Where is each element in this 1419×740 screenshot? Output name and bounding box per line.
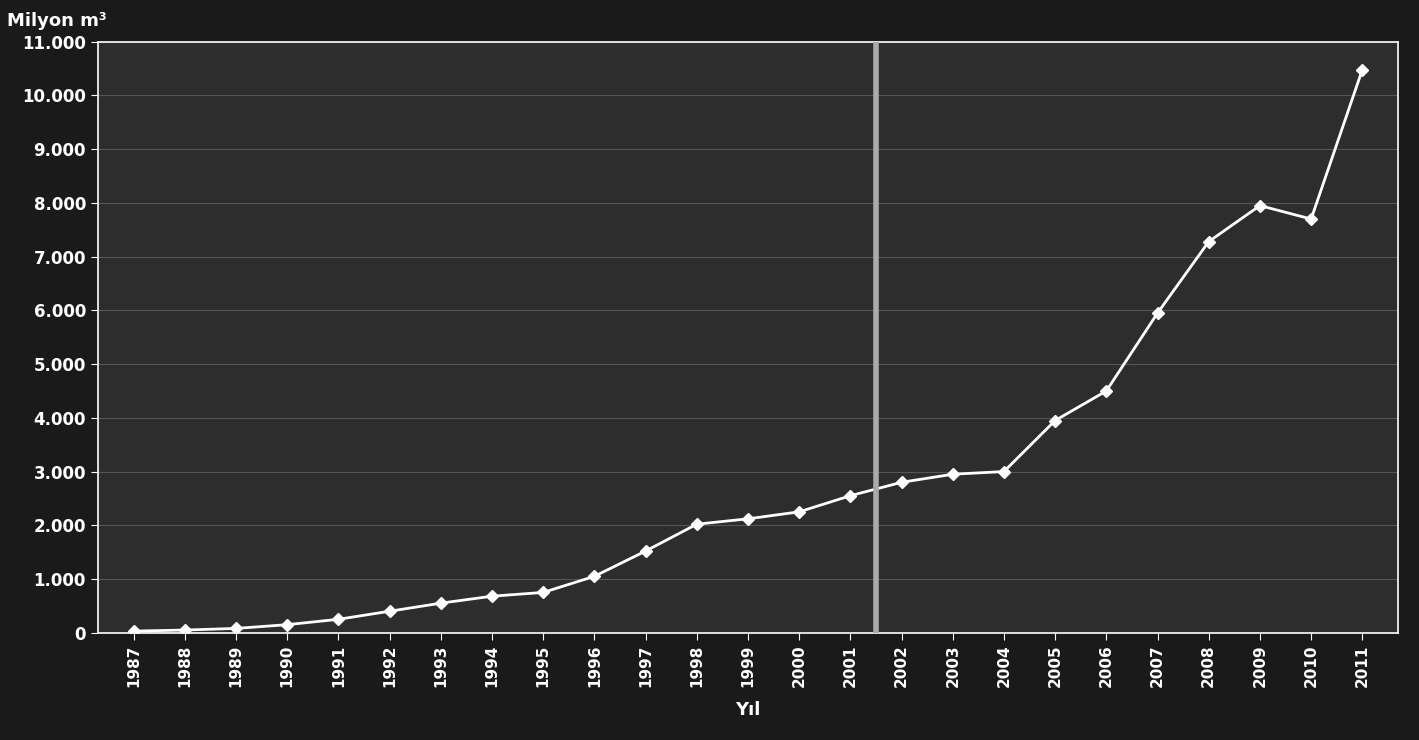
X-axis label: Yıl: Yıl	[735, 702, 761, 719]
Y-axis label: Milyon m³: Milyon m³	[7, 12, 106, 30]
